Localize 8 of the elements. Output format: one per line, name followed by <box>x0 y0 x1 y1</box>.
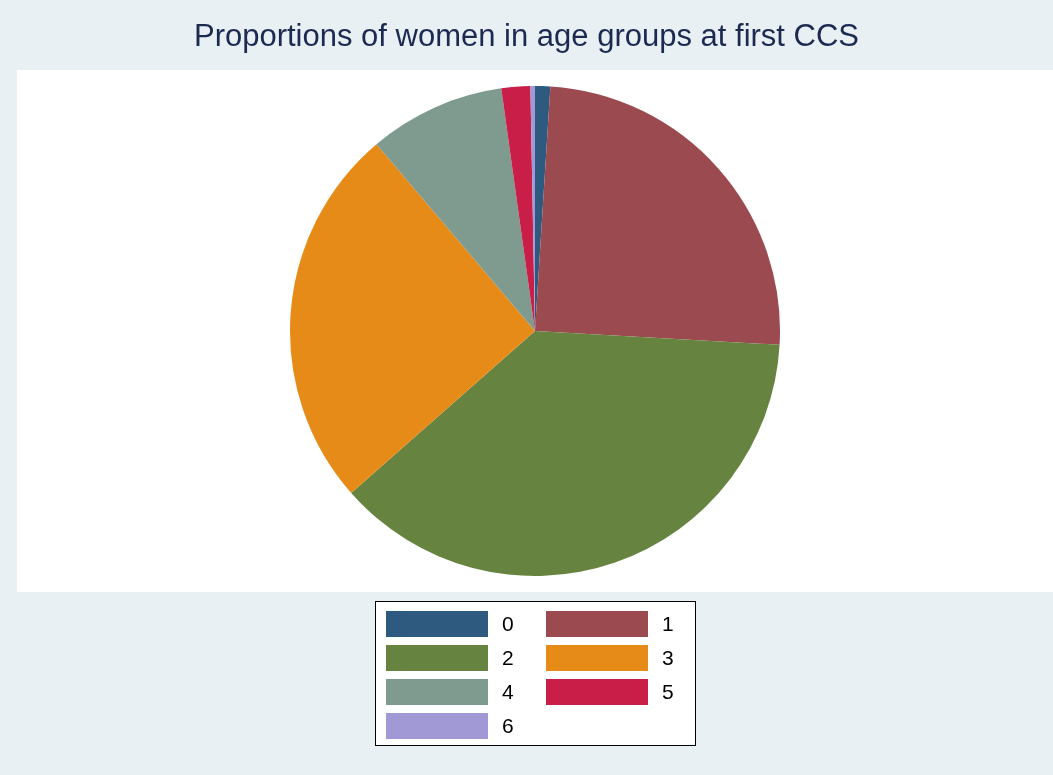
legend-label: 0 <box>502 612 514 636</box>
legend-label: 5 <box>662 680 674 704</box>
legend-label: 3 <box>662 646 674 670</box>
legend-label: 6 <box>502 714 514 738</box>
chart-title: Proportions of women in age groups at first CCS <box>192 18 861 54</box>
legend-label: 1 <box>662 612 674 636</box>
legend-label: 4 <box>502 680 514 704</box>
legend-label: 2 <box>502 646 514 670</box>
